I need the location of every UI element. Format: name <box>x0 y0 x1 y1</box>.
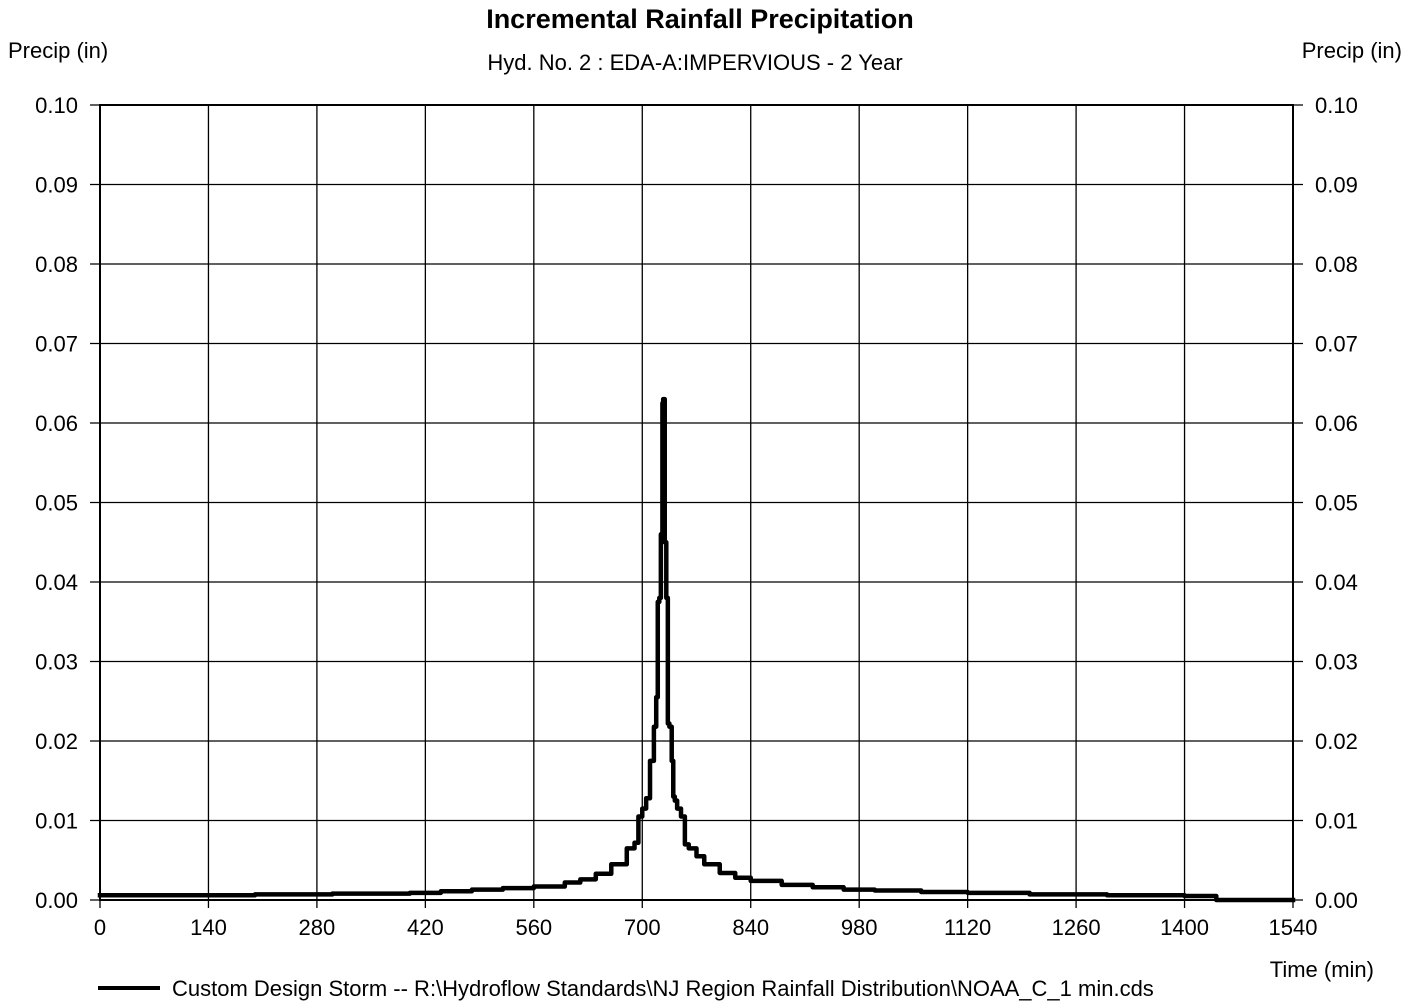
y-axis-label-left: Precip (in) <box>8 38 109 63</box>
x-tick-label: 1120 <box>944 915 991 940</box>
x-tick-label: 980 <box>841 915 878 940</box>
y-tick-label-left: 0.09 <box>35 173 78 198</box>
y-tick-label-right: 0.00 <box>1315 888 1358 913</box>
y-tick-label-left: 0.10 <box>35 93 78 118</box>
y-tick-label-right: 0.08 <box>1315 252 1358 277</box>
y-tick-label-right: 0.10 <box>1315 93 1358 118</box>
y-tick-label-left: 0.01 <box>35 809 78 834</box>
axis-ticks: 0 140 280 420 560 700 840 980 1120 1260 1400 15400.… <box>35 93 1358 940</box>
legend: Custom Design Storm -- R:\Hydroflow Stan… <box>98 976 1154 1002</box>
legend-label: Custom Design Storm -- R:\Hydroflow Stan… <box>172 976 1154 1001</box>
y-tick-label-right: 0.04 <box>1315 570 1358 595</box>
y-tick-label-left: 0.08 <box>35 252 78 277</box>
plot-frame <box>99 104 1294 901</box>
y-tick-label-left: 0.04 <box>35 570 78 595</box>
x-tick-label: 0 <box>94 915 106 940</box>
y-tick-label-right: 0.02 <box>1315 729 1358 754</box>
y-tick-label-left: 0.02 <box>35 729 78 754</box>
y-tick-label-left: 0.06 <box>35 411 78 436</box>
y-tick-label-right: 0.07 <box>1315 332 1358 357</box>
y-tick-label-left: 0.07 <box>35 332 78 357</box>
y-tick-label-right: 0.09 <box>1315 173 1358 198</box>
series-layer <box>97 396 1296 903</box>
y-tick-label-right: 0.05 <box>1315 491 1358 516</box>
x-tick-label: 840 <box>732 915 769 940</box>
x-tick-label: 560 <box>515 915 552 940</box>
y-tick-label-right: 0.06 <box>1315 411 1358 436</box>
y-tick-label-right: 0.03 <box>1315 650 1358 675</box>
chart-subtitle: Hyd. No. 2 : EDA-A:IMPERVIOUS - 2 Year <box>487 50 903 75</box>
x-tick-label: 700 <box>624 915 661 940</box>
x-tick-label: 1540 <box>1269 915 1318 940</box>
y-tick-label-right: 0.01 <box>1315 809 1358 834</box>
x-tick-label: 1400 <box>1160 915 1209 940</box>
y-tick-label-left: 0.03 <box>35 650 78 675</box>
y-tick-label-left: 0.05 <box>35 491 78 516</box>
x-tick-label: 280 <box>299 915 336 940</box>
x-tick-label: 140 <box>190 915 227 940</box>
grid-lines <box>90 104 1303 908</box>
y-tick-label-left: 0.00 <box>35 888 78 913</box>
x-tick-label: 1260 <box>1052 915 1101 940</box>
legend-swatch <box>98 986 160 991</box>
x-axis-label: Time (min) <box>1269 957 1374 982</box>
y-axis-label-right: Precip (in) <box>1301 38 1402 63</box>
chart-title: Incremental Rainfall Precipitation <box>486 4 914 34</box>
x-tick-label: 420 <box>407 915 444 940</box>
series-line <box>97 396 1296 903</box>
